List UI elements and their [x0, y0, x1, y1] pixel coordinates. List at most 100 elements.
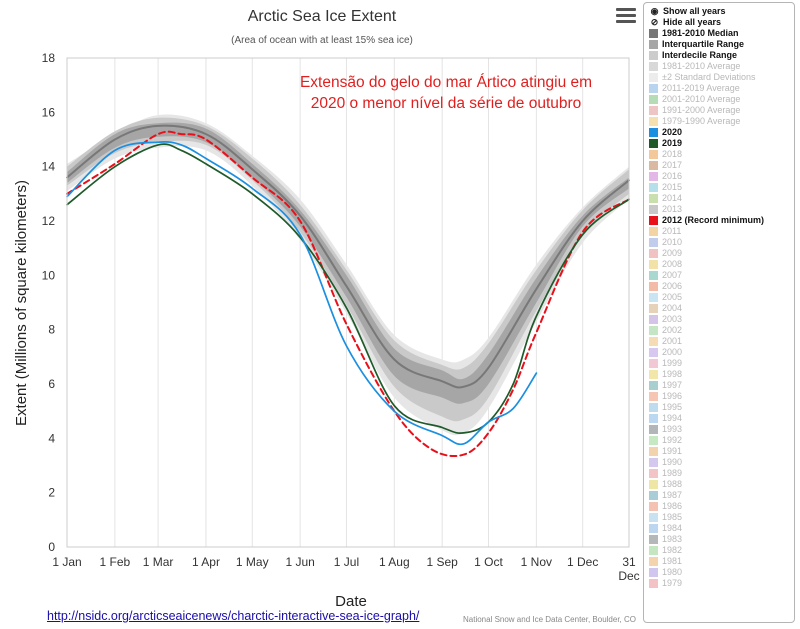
legend-item-1987[interactable]: 1987	[649, 490, 794, 501]
legend-item-2011-2019-average[interactable]: 2011-2019 Average	[649, 83, 794, 94]
legend-item-label: 1979	[662, 578, 683, 588]
legend-item-1983[interactable]: 1983	[649, 534, 794, 545]
legend-swatch	[649, 128, 658, 137]
legend-item-1981-2010-median[interactable]: 1981-2010 Median	[649, 28, 794, 39]
series-line-1981-2010-median	[66, 124, 630, 389]
legend-item-label: 2019	[662, 138, 683, 148]
legend-item-2000[interactable]: 2000	[649, 347, 794, 358]
legend-item-label: 2007	[662, 270, 683, 280]
legend-swatch	[649, 172, 658, 181]
legend-swatch	[649, 161, 658, 170]
legend-item-label: 1981-2010 Median	[662, 28, 739, 38]
legend-item-interquartile-range[interactable]: Interquartile Range	[649, 39, 794, 50]
legend-item-1999[interactable]: 1999	[649, 358, 794, 369]
legend-item-1988[interactable]: 1988	[649, 479, 794, 490]
sea-ice-chart: Arctic Sea Ice Extent (Area of ocean wit…	[13, 8, 640, 624]
legend-item-label: 2003	[662, 314, 683, 324]
legend-item-2004[interactable]: 2004	[649, 303, 794, 314]
y-tick-label-14: 14	[42, 160, 56, 174]
legend-item-1991[interactable]: 1991	[649, 446, 794, 457]
legend-item-2001-2010-average[interactable]: 2001-2010 Average	[649, 94, 794, 105]
legend-item-1995[interactable]: 1995	[649, 402, 794, 413]
legend-item-2013[interactable]: 2013	[649, 204, 794, 215]
legend-item-1989[interactable]: 1989	[649, 468, 794, 479]
legend-item-1985[interactable]: 1985	[649, 512, 794, 523]
show-all-years-button[interactable]: ◉ Show all years	[649, 6, 794, 17]
legend-item-label: Interdecile Range	[662, 50, 738, 60]
hide-all-years-button[interactable]: ⊘ Hide all years	[649, 17, 794, 28]
legend-item-1982[interactable]: 1982	[649, 545, 794, 556]
legend-item-2009[interactable]: 2009	[649, 248, 794, 259]
legend-item-1981[interactable]: 1981	[649, 556, 794, 567]
legend-item-2007[interactable]: 2007	[649, 270, 794, 281]
legend-item-1990[interactable]: 1990	[649, 457, 794, 468]
x-tick-label-1-feb: 1 Feb	[100, 555, 131, 569]
legend-item-2015[interactable]: 2015	[649, 182, 794, 193]
legend-item-2002[interactable]: 2002	[649, 325, 794, 336]
legend-item-interdecile-range[interactable]: Interdecile Range	[649, 50, 794, 61]
legend-swatch	[649, 304, 658, 313]
y-tick-label-12: 12	[42, 214, 56, 228]
legend-item-1979-1990-average[interactable]: 1979-1990 Average	[649, 116, 794, 127]
legend-item-2005[interactable]: 2005	[649, 292, 794, 303]
legend-item-1996[interactable]: 1996	[649, 391, 794, 402]
legend-item-label: 1991	[662, 446, 683, 456]
legend-item-1993[interactable]: 1993	[649, 424, 794, 435]
legend-item-label: ±2 Standard Deviations	[662, 72, 756, 82]
legend-item-2019[interactable]: 2019	[649, 138, 794, 149]
legend-item-label: 2012 (Record minimum)	[662, 215, 765, 225]
source-link[interactable]: http://nsidc.org/arcticseaicenews/charct…	[47, 609, 420, 623]
plot-area-border	[66, 57, 630, 548]
legend-item-1992[interactable]: 1992	[649, 435, 794, 446]
legend-item-1984[interactable]: 1984	[649, 523, 794, 534]
legend-swatch	[649, 216, 658, 225]
legend-swatch	[649, 271, 658, 280]
legend-item-1980[interactable]: 1980	[649, 567, 794, 578]
legend-item-label: 2001	[662, 336, 683, 346]
y-tick-label-2: 2	[48, 486, 55, 500]
series-line-2012-record-minimum	[66, 130, 630, 458]
legend-swatch	[649, 205, 658, 214]
legend-item-label: Interquartile Range	[662, 39, 745, 49]
legend-item-2020[interactable]: 2020	[649, 127, 794, 138]
legend-swatch	[649, 546, 658, 555]
legend-swatch	[649, 183, 658, 192]
legend-item-1994[interactable]: 1994	[649, 413, 794, 424]
legend-swatch	[649, 227, 658, 236]
legend-item-2017[interactable]: 2017	[649, 160, 794, 171]
legend-item-1981-2010-average[interactable]: 1981-2010 Average	[649, 61, 794, 72]
legend-item-2012-record-minimum[interactable]: 2012 (Record minimum)	[649, 215, 794, 226]
legend-swatch	[649, 326, 658, 335]
legend-item-2010[interactable]: 2010	[649, 237, 794, 248]
legend-item-1991-2000-average[interactable]: 1991-2000 Average	[649, 105, 794, 116]
legend-item-label: 2016	[662, 171, 683, 181]
legend-item-2008[interactable]: 2008	[649, 259, 794, 270]
x-tick-label-1-sep: 1 Sep	[427, 555, 459, 569]
legend-item-label: 1993	[662, 424, 683, 434]
legend-item-1979[interactable]: 1979	[649, 578, 794, 589]
legend-item-2003[interactable]: 2003	[649, 314, 794, 325]
band-interdecile-range	[67, 117, 629, 422]
legend-swatch	[649, 51, 658, 60]
legend-swatch	[649, 557, 658, 566]
legend-item-label: 1990	[662, 457, 683, 467]
hamburger-menu-icon[interactable]	[616, 8, 636, 26]
legend-swatch	[649, 392, 658, 401]
legend-item-2-standard-deviations[interactable]: ±2 Standard Deviations	[649, 72, 794, 83]
legend-item-2011[interactable]: 2011	[649, 226, 794, 237]
legend-item-2014[interactable]: 2014	[649, 193, 794, 204]
legend-item-1986[interactable]: 1986	[649, 501, 794, 512]
legend-item-2006[interactable]: 2006	[649, 281, 794, 292]
x-tick-label-1-jun: 1 Jun	[285, 555, 314, 569]
legend-item-2001[interactable]: 2001	[649, 336, 794, 347]
x-tick-label-1-oct: 1 Oct	[474, 555, 503, 569]
legend-item-1998[interactable]: 1998	[649, 369, 794, 380]
legend-item-1997[interactable]: 1997	[649, 380, 794, 391]
legend-swatch	[649, 260, 658, 269]
x-tick-label-1-jul: 1 Jul	[334, 555, 359, 569]
hide-all-label: Hide all years	[663, 17, 722, 27]
legend-item-2018[interactable]: 2018	[649, 149, 794, 160]
legend-item-label: 1979-1990 Average	[662, 116, 741, 126]
year-series	[66, 124, 630, 458]
legend-item-2016[interactable]: 2016	[649, 171, 794, 182]
